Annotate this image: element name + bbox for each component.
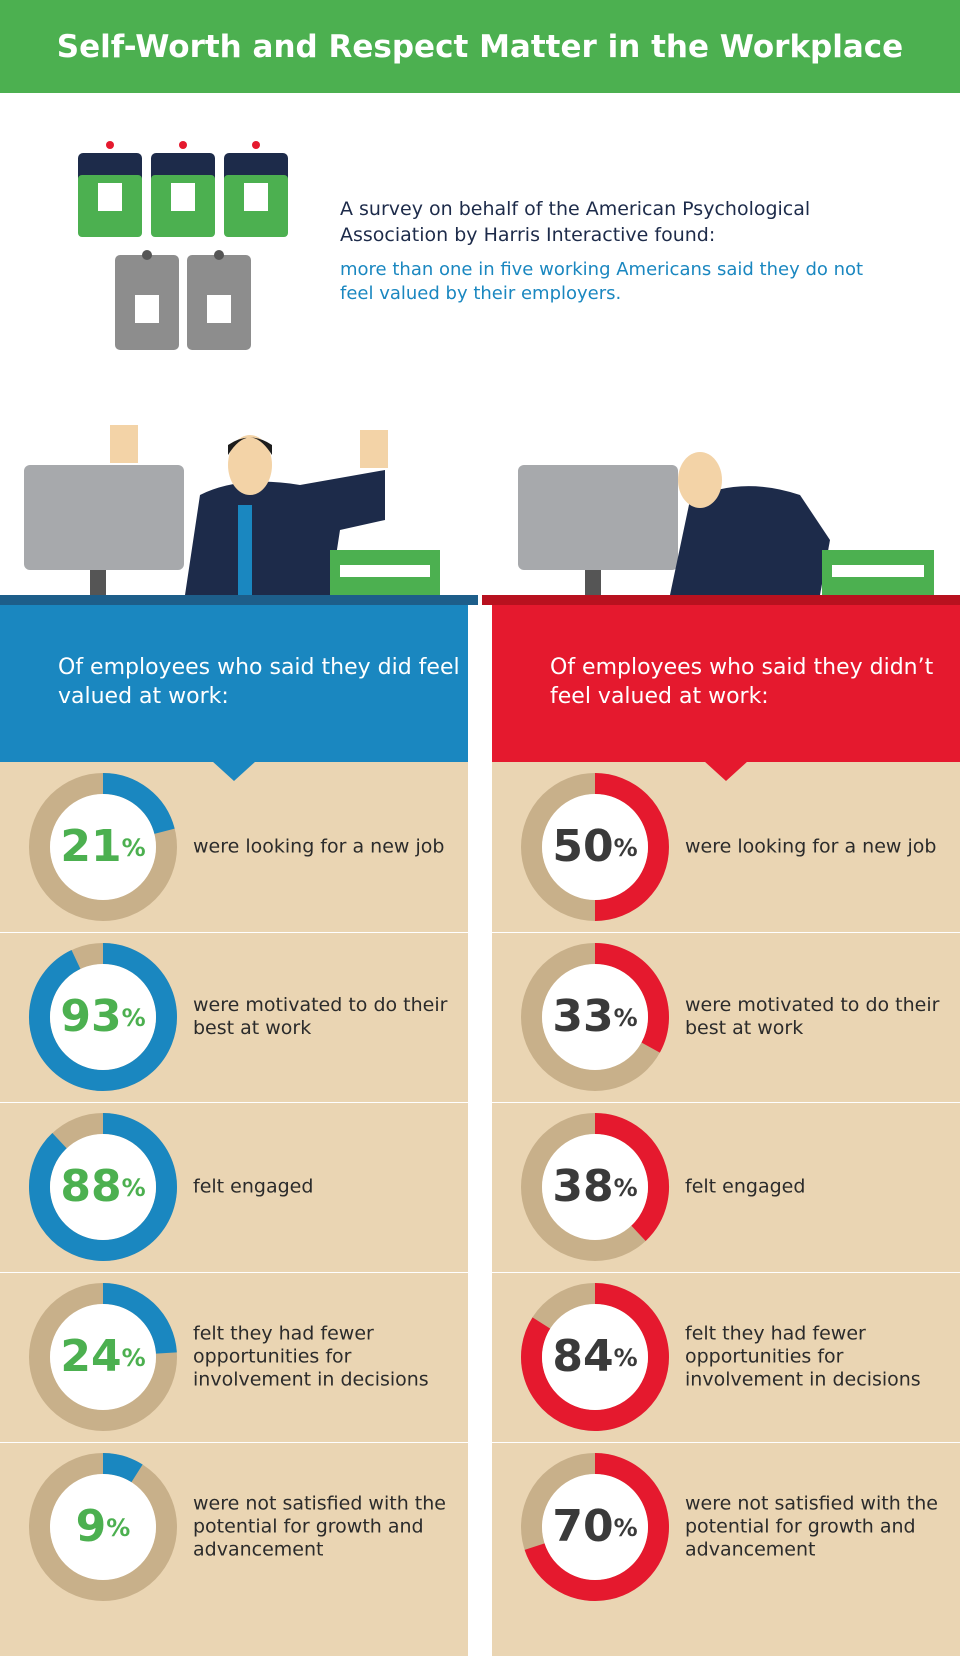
donut-center (542, 964, 648, 1070)
item-label: felt engaged (193, 1175, 314, 1198)
value-unit: % (122, 1004, 146, 1032)
row-separator (0, 1272, 468, 1273)
donut-center (542, 1474, 648, 1580)
value-number: 33 (552, 991, 613, 1042)
value-unit: % (614, 1004, 638, 1032)
item-label: were motivated to do their best at work (193, 994, 448, 1039)
value-number: 88 (60, 1161, 121, 1212)
panel-heading: Of employees who said they did feel valu… (0, 605, 468, 762)
item-label: felt they had fewer opportunities for in… (193, 1322, 429, 1391)
donut-arc (521, 1283, 669, 1431)
badges-illustration (78, 141, 288, 350)
value-text: 24% (60, 1331, 145, 1382)
row-separator (492, 1102, 960, 1103)
item-label: were looking for a new job (685, 835, 937, 858)
row-separator (0, 1102, 468, 1103)
value-unit: % (122, 1174, 146, 1202)
item-label: were not satisfied with the potential fo… (193, 1492, 446, 1561)
item-label: felt engaged (685, 1175, 806, 1198)
donut-arc (29, 1113, 177, 1261)
value-text: 84% (552, 1331, 637, 1382)
value-text: 88% (60, 1161, 145, 1212)
value-unit: % (122, 1344, 146, 1372)
value-text: 70% (552, 1501, 637, 1552)
desk-illustration (0, 425, 960, 605)
donut: 33% (521, 943, 669, 1091)
pointer (212, 761, 256, 781)
value-number: 21 (60, 821, 121, 872)
value-text: 9% (76, 1501, 131, 1552)
value-text: 93% (60, 991, 145, 1042)
value-number: 84 (552, 1331, 613, 1382)
donut-center (50, 1304, 156, 1410)
donut-center (542, 1134, 648, 1240)
value-number: 93 (60, 991, 121, 1042)
pointer (704, 761, 748, 781)
panel-heading: Of employees who said they didn’t feel v… (492, 605, 960, 762)
donut-arc (102, 1453, 143, 1483)
donut-center (542, 1304, 648, 1410)
donut: 88% (29, 1113, 177, 1261)
donut-center (50, 1134, 156, 1240)
value-text: 21% (60, 821, 145, 872)
item-label: were motivated to do their best at work (685, 994, 940, 1039)
title: Self-Worth and Respect Matter in the Wor… (0, 0, 960, 93)
donut-center (50, 794, 156, 900)
donut-arc (524, 1453, 669, 1601)
item-label: were looking for a new job (193, 835, 445, 858)
donut-center (542, 794, 648, 900)
donut: 50% (521, 773, 669, 921)
donut: 21% (29, 773, 177, 921)
value-text: 50% (552, 821, 637, 872)
value-number: 38 (552, 1161, 613, 1212)
value-unit: % (614, 1344, 638, 1372)
row-separator (492, 1442, 960, 1443)
value-number: 70 (552, 1501, 613, 1552)
row-separator (492, 1272, 960, 1273)
value-text: 33% (552, 991, 637, 1042)
pointer-shape (212, 761, 256, 781)
donut: 38% (521, 1113, 669, 1261)
donut: 9% (29, 1453, 177, 1601)
value-number: 50 (552, 821, 613, 872)
donut: 93% (29, 943, 177, 1091)
donut: 24% (29, 1283, 177, 1431)
intro-text: A survey on behalf of the American Psych… (340, 198, 811, 246)
value-unit: % (106, 1514, 130, 1542)
row-separator (492, 932, 960, 933)
pointer-shape (704, 761, 748, 781)
value-unit: % (614, 834, 638, 862)
donut: 70% (521, 1453, 669, 1601)
donut-center (50, 964, 156, 1070)
item-label: felt they had fewer opportunities for in… (685, 1322, 921, 1391)
value-text: 38% (552, 1161, 637, 1212)
row-separator (0, 1442, 468, 1443)
value-number: 24 (60, 1331, 121, 1382)
value-number: 9 (76, 1501, 107, 1552)
row-separator (0, 932, 468, 933)
donut-arc (594, 943, 669, 1053)
finding-text: more than one in five working Americans … (340, 259, 864, 304)
donut-arc (594, 773, 669, 921)
value-unit: % (614, 1514, 638, 1542)
donut-arc (29, 943, 177, 1091)
value-unit: % (122, 834, 146, 862)
donut-arc (102, 773, 175, 835)
donut-arc (102, 1283, 177, 1355)
donut-arc (594, 1113, 669, 1241)
donut: 84% (521, 1283, 669, 1431)
value-unit: % (614, 1174, 638, 1202)
donut-center (50, 1474, 156, 1580)
item-label: were not satisfied with the potential fo… (685, 1492, 938, 1561)
